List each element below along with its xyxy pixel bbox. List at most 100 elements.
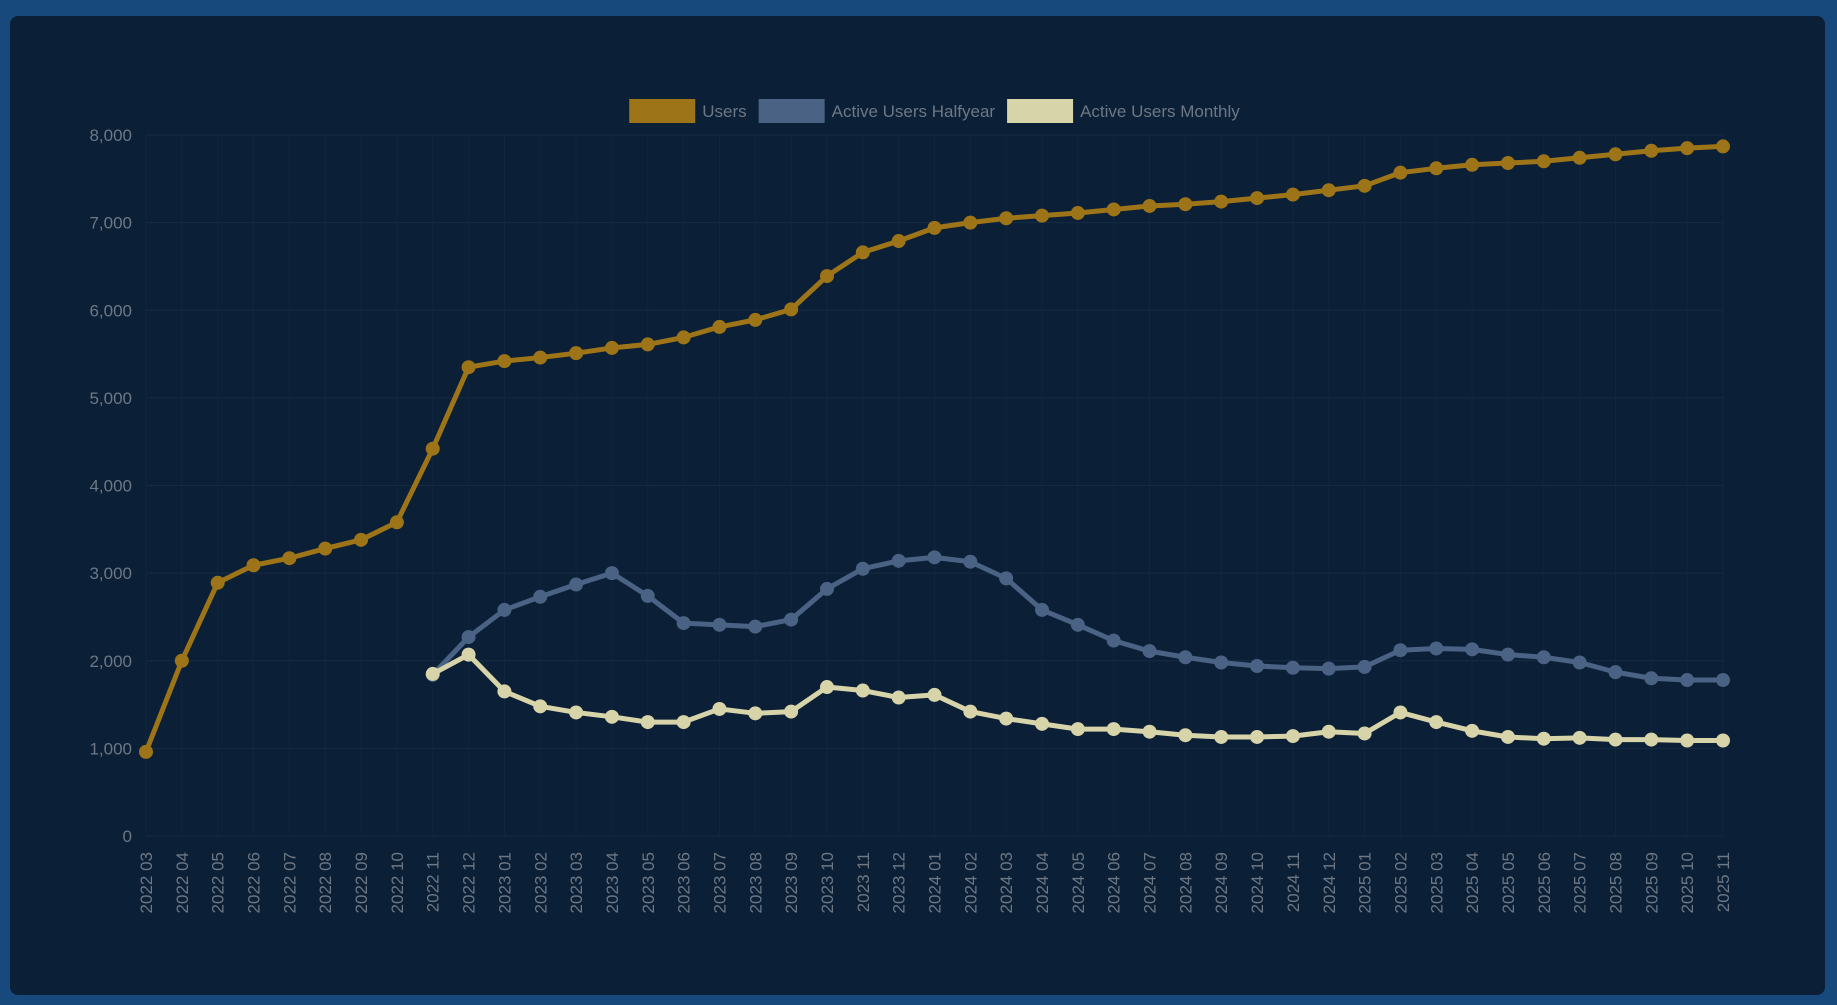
data-point[interactable]	[1716, 673, 1730, 688]
data-point[interactable]	[784, 612, 799, 627]
data-point[interactable]	[640, 337, 655, 352]
data-point[interactable]	[1608, 147, 1623, 162]
data-point[interactable]	[963, 215, 978, 230]
data-point[interactable]	[461, 360, 476, 375]
data-point[interactable]	[497, 684, 512, 699]
data-point[interactable]	[1500, 729, 1515, 744]
data-point[interactable]	[640, 715, 655, 730]
data-point[interactable]	[640, 588, 655, 603]
data-point[interactable]	[891, 690, 906, 705]
data-point[interactable]	[318, 541, 333, 556]
data-point[interactable]	[1250, 729, 1265, 744]
data-point[interactable]	[1357, 178, 1372, 193]
data-point[interactable]	[855, 245, 870, 260]
data-point[interactable]	[1250, 659, 1265, 674]
data-point[interactable]	[1178, 650, 1193, 665]
data-point[interactable]	[1393, 165, 1408, 180]
data-point[interactable]	[1357, 726, 1372, 741]
data-point[interactable]	[1070, 722, 1085, 737]
data-point[interactable]	[1500, 156, 1515, 171]
data-point[interactable]	[1106, 722, 1121, 737]
data-point[interactable]	[891, 234, 906, 249]
data-point[interactable]	[354, 532, 369, 547]
data-point[interactable]	[1285, 660, 1300, 675]
data-point[interactable]	[246, 558, 261, 573]
data-point[interactable]	[1536, 154, 1551, 169]
data-point[interactable]	[1536, 731, 1551, 746]
data-point[interactable]	[1321, 661, 1336, 676]
data-point[interactable]	[1285, 729, 1300, 744]
data-point[interactable]	[461, 630, 476, 645]
legend[interactable]: Users Active Users Halfyear Active Users M…	[629, 99, 1240, 123]
data-point[interactable]	[963, 554, 978, 569]
data-point[interactable]	[497, 602, 512, 617]
data-point[interactable]	[1465, 157, 1480, 172]
data-point[interactable]	[1250, 191, 1265, 206]
data-point[interactable]	[174, 653, 189, 668]
data-point[interactable]	[712, 319, 727, 334]
data-point[interactable]	[1142, 198, 1157, 213]
data-point[interactable]	[1070, 617, 1085, 632]
data-point[interactable]	[604, 566, 619, 581]
data-point[interactable]	[1035, 208, 1050, 223]
data-point[interactable]	[1572, 150, 1587, 165]
data-point[interactable]	[855, 561, 870, 576]
data-point[interactable]	[1285, 187, 1300, 202]
data-point[interactable]	[389, 515, 404, 530]
data-point[interactable]	[1142, 724, 1157, 739]
data-point[interactable]	[1536, 650, 1551, 665]
data-point[interactable]	[1608, 732, 1623, 747]
data-point[interactable]	[1214, 655, 1229, 670]
data-point[interactable]	[533, 589, 548, 604]
data-point[interactable]	[1572, 655, 1587, 670]
data-point[interactable]	[1070, 205, 1085, 220]
data-point[interactable]	[1608, 665, 1623, 680]
data-point[interactable]	[1321, 724, 1336, 739]
data-point[interactable]	[1393, 643, 1408, 658]
data-point[interactable]	[748, 706, 763, 721]
data-point[interactable]	[533, 699, 548, 714]
data-point[interactable]	[927, 687, 942, 702]
data-point[interactable]	[1178, 728, 1193, 743]
data-point[interactable]	[999, 711, 1014, 726]
data-point[interactable]	[927, 550, 942, 565]
data-point[interactable]	[1716, 139, 1730, 154]
data-point[interactable]	[1357, 659, 1372, 674]
data-point[interactable]	[819, 581, 834, 596]
data-point[interactable]	[1500, 647, 1515, 662]
data-point[interactable]	[1644, 732, 1659, 747]
data-point[interactable]	[1429, 715, 1444, 730]
data-point[interactable]	[1106, 202, 1121, 217]
data-point[interactable]	[1035, 716, 1050, 731]
data-point[interactable]	[425, 666, 440, 681]
data-point[interactable]	[712, 701, 727, 716]
legend-item[interactable]: Active Users Halfyear	[758, 99, 996, 123]
legend-item[interactable]: Active Users Monthly	[1007, 99, 1240, 123]
data-point[interactable]	[1429, 641, 1444, 656]
data-point[interactable]	[1465, 642, 1480, 657]
data-point[interactable]	[1178, 197, 1193, 212]
data-point[interactable]	[712, 617, 727, 632]
data-point[interactable]	[425, 441, 440, 456]
data-point[interactable]	[1214, 194, 1229, 209]
data-point[interactable]	[819, 269, 834, 284]
data-point[interactable]	[497, 354, 512, 369]
data-point[interactable]	[533, 350, 548, 365]
data-point[interactable]	[1680, 673, 1695, 688]
data-point[interactable]	[1321, 183, 1336, 198]
data-point[interactable]	[139, 744, 153, 759]
data-point[interactable]	[1393, 705, 1408, 720]
data-point[interactable]	[282, 551, 297, 566]
data-point[interactable]	[1214, 729, 1229, 744]
data-point[interactable]	[927, 220, 942, 235]
legend-item[interactable]: Users	[629, 99, 747, 123]
data-point[interactable]	[676, 715, 691, 730]
data-point[interactable]	[604, 709, 619, 724]
data-point[interactable]	[604, 340, 619, 355]
data-point[interactable]	[676, 330, 691, 345]
data-point[interactable]	[1035, 602, 1050, 617]
data-point[interactable]	[676, 616, 691, 631]
data-point[interactable]	[569, 346, 584, 361]
data-point[interactable]	[1716, 733, 1730, 748]
data-point[interactable]	[1680, 141, 1695, 156]
